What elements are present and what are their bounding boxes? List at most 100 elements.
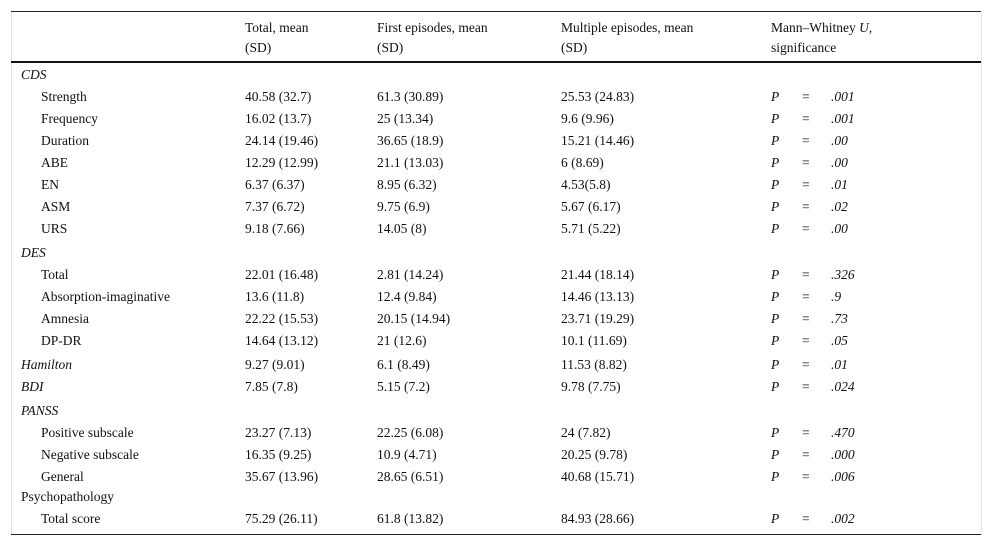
section-label: PANSS: [21, 403, 59, 418]
table-row: Strength 40.58 (32.7) 61.3 (30.89) 25.53 (2…: [0, 86, 992, 108]
p-symbol: P: [771, 425, 780, 440]
p-value: .01: [831, 177, 848, 192]
header-first-episodes: First episodes, mean (SD): [377, 18, 488, 58]
p-symbol: P: [771, 177, 780, 192]
table-row: Total 22.01 (16.48) 2.81 (14.24) 21.44 (18.…: [0, 264, 992, 286]
multiple-episodes-cell: 5.71 (5.22): [561, 221, 621, 236]
first-episodes-cell: 21 (12.6): [377, 333, 427, 348]
row-label: Frequency: [41, 111, 98, 126]
first-episodes-cell: 21.1 (13.03): [377, 155, 444, 170]
multiple-episodes-cell: 4.53(5.8): [561, 177, 611, 192]
multiple-episodes-cell: 6 (8.69): [561, 155, 604, 170]
p-value: .05: [831, 333, 848, 348]
header-mann-whitney: Mann–Whitney U, significance: [771, 18, 872, 58]
total-cell: 13.6 (11.8): [245, 289, 305, 304]
p-value: .00: [831, 155, 848, 170]
p-value: .02: [831, 199, 848, 214]
equals-symbol: =: [802, 177, 810, 192]
total-cell: 9.27 (9.01): [245, 357, 305, 372]
row-label: ASM: [41, 199, 71, 214]
table-row: Duration 24.14 (19.46) 36.65 (18.9) 15.21 (…: [0, 130, 992, 152]
table-row: Psychopathology: [0, 486, 992, 508]
total-cell: 12.29 (12.99): [245, 155, 319, 170]
total-cell: 35.67 (13.96): [245, 469, 319, 484]
p-symbol: P: [771, 155, 780, 170]
multiple-episodes-cell: 21.44 (18.14): [561, 267, 635, 282]
row-label: General: [41, 469, 84, 484]
equals-symbol: =: [802, 333, 810, 348]
total-cell: 24.14 (19.46): [245, 133, 319, 148]
equals-symbol: =: [802, 155, 810, 170]
total-cell: 75.29 (26.11): [245, 511, 318, 526]
equals-symbol: =: [802, 221, 810, 236]
p-value: .001: [831, 111, 855, 126]
equals-symbol: =: [802, 289, 810, 304]
table-row: BDI 7.85 (7.8) 5.15 (7.2) 9.78 (7.75) P = .024: [0, 376, 992, 398]
p-value: .00: [831, 133, 848, 148]
multiple-episodes-cell: 11.53 (8.82): [561, 357, 627, 372]
header-multiple-episodes: Multiple episodes, mean (SD): [561, 18, 693, 58]
table-frame: [11, 11, 982, 535]
first-episodes-cell: 12.4 (9.84): [377, 289, 437, 304]
multiple-episodes-cell: 20.25 (9.78): [561, 447, 628, 462]
equals-symbol: =: [802, 469, 810, 484]
row-label: Duration: [41, 133, 89, 148]
p-symbol: P: [771, 311, 780, 326]
p-symbol: P: [771, 133, 780, 148]
table-top-rule: [11, 11, 981, 12]
table-row: ABE 12.29 (12.99) 21.1 (13.03) 6 (8.69) P = .0…: [0, 152, 992, 174]
total-cell: 9.18 (7.66): [245, 221, 305, 236]
header-multiple-line1: Multiple episodes, mean: [561, 20, 694, 35]
first-episodes-cell: 5.15 (7.2): [377, 379, 430, 394]
p-symbol: P: [771, 111, 780, 126]
row-label: Strength: [41, 89, 87, 104]
equals-symbol: =: [802, 199, 810, 214]
p-value: .002: [831, 511, 855, 526]
total-cell: 7.85 (7.8): [245, 379, 298, 394]
row-label: Absorption-imaginative: [41, 289, 170, 304]
first-episodes-cell: 28.65 (6.51): [377, 469, 444, 484]
header-total-line2: (SD): [245, 40, 272, 55]
first-episodes-cell: 61.8 (13.82): [377, 511, 444, 526]
header-multiple-line2: (SD): [561, 40, 588, 55]
p-symbol: P: [771, 511, 780, 526]
equals-symbol: =: [802, 379, 810, 394]
section-row: PANSS: [0, 400, 992, 422]
multiple-episodes-cell: 40.68 (15.71): [561, 469, 635, 484]
first-episodes-cell: 10.9 (4.71): [377, 447, 437, 462]
section-label: CDS: [21, 67, 47, 82]
header-first-line2: (SD): [377, 40, 404, 55]
first-episodes-cell: 20.15 (14.94): [377, 311, 451, 326]
header-total-line1: Total, mean: [245, 20, 309, 35]
first-episodes-cell: 14.05 (8): [377, 221, 427, 236]
p-value: .00: [831, 221, 848, 236]
equals-symbol: =: [802, 425, 810, 440]
equals-symbol: =: [802, 511, 810, 526]
total-cell: 40.58 (32.7): [245, 89, 312, 104]
row-label: Total score: [41, 511, 101, 526]
multiple-episodes-cell: 9.6 (9.96): [561, 111, 614, 126]
row-label: DP-DR: [41, 333, 82, 348]
header-total: Total, mean (SD): [245, 18, 309, 58]
p-symbol: P: [771, 333, 780, 348]
row-label: Amnesia: [41, 311, 89, 326]
section-row: DES: [0, 242, 992, 264]
equals-symbol: =: [802, 311, 810, 326]
row-label: URS: [41, 221, 68, 236]
table-row: Negative subscale 16.35 (9.25) 10.9 (4.71)…: [0, 444, 992, 466]
total-cell: 23.27 (7.13): [245, 425, 312, 440]
first-episodes-cell: 36.65 (18.9): [377, 133, 444, 148]
row-label: Negative subscale: [41, 447, 139, 462]
p-value: .470: [831, 425, 855, 440]
table-header-rule: [11, 61, 981, 63]
p-value: .024: [831, 379, 855, 394]
section-row: CDS: [0, 64, 992, 86]
p-value: .001: [831, 89, 855, 104]
total-cell: 16.02 (13.7): [245, 111, 312, 126]
p-value: .326: [831, 267, 855, 282]
row-label: EN: [41, 177, 59, 192]
table-row: URS 9.18 (7.66) 14.05 (8) 5.71 (5.22) P = .00: [0, 218, 992, 240]
p-symbol: P: [771, 379, 780, 394]
equals-symbol: =: [802, 111, 810, 126]
header-mw-text: Mann–Whitney: [771, 20, 860, 35]
